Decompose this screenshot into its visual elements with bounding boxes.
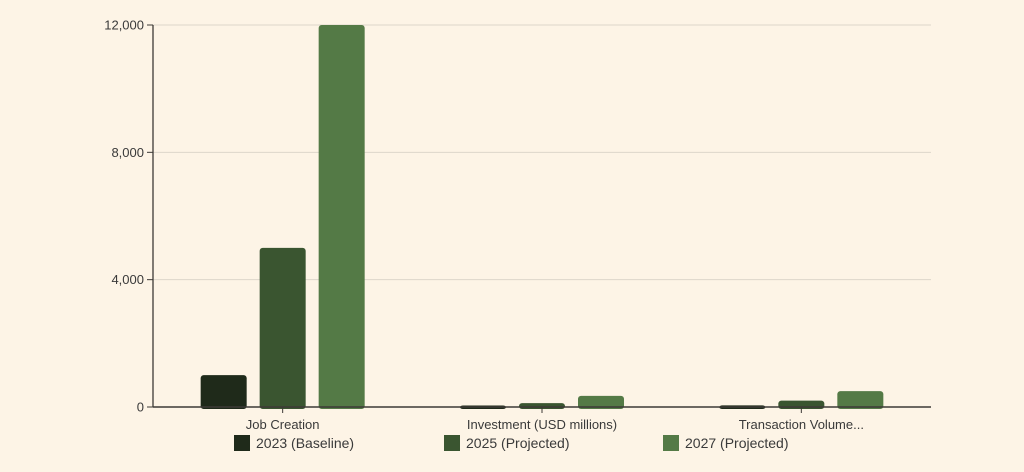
- y-tick-label: 4,000: [111, 272, 144, 287]
- legend: 2023 (Baseline) 2025 (Projected) 2027 (Pro…: [234, 435, 789, 451]
- bar-2-2[interactable]: [837, 391, 884, 409]
- x-tick-label: Job Creation: [246, 417, 320, 432]
- bar-0-0[interactable]: [200, 375, 247, 409]
- y-tick-label: 0: [137, 400, 144, 415]
- legend-label: 2023 (Baseline): [256, 435, 354, 451]
- axes: 0 4,000 8,000 12,000 Job Creation Investment …: [104, 18, 931, 432]
- legend-label: 2027 (Projected): [685, 435, 789, 451]
- bars: [200, 25, 884, 409]
- bar-1-0[interactable]: [259, 247, 306, 409]
- legend-item-2[interactable]: 2027 (Projected): [663, 435, 789, 451]
- grid-lines: [153, 24, 931, 281]
- x-tick-label: Investment (USD millions): [467, 417, 617, 432]
- legend-item-1[interactable]: 2025 (Projected): [444, 435, 570, 451]
- legend-swatch: [663, 435, 679, 451]
- bar-2-1[interactable]: [578, 395, 624, 409]
- legend-swatch: [444, 435, 460, 451]
- x-tick-label: Transaction Volume...: [739, 417, 864, 432]
- y-tick-label: 8,000: [111, 145, 144, 160]
- legend-label: 2025 (Projected): [466, 435, 570, 451]
- bar-2-0[interactable]: [318, 25, 365, 409]
- y-tick-label: 12,000: [104, 18, 144, 33]
- legend-item-0[interactable]: 2023 (Baseline): [234, 435, 354, 451]
- legend-swatch: [234, 435, 250, 451]
